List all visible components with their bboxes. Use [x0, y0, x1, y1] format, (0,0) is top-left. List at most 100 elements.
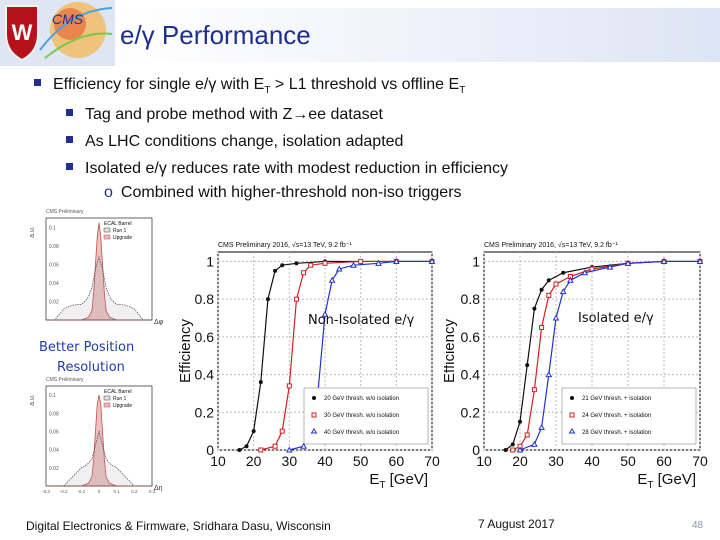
legend-marker: [568, 428, 576, 434]
legend-box: [561, 387, 697, 445]
y-tick-label: 1: [206, 253, 214, 269]
y-tick-label: 0.06: [49, 262, 59, 268]
chart-dphi: CMS Preliminary 0.1 0.08 0.06 0.04 0.02 a.u. Δφ…: [29, 209, 164, 326]
legend-marker: [103, 227, 111, 233]
annotation-resolution: Resolution: [57, 360, 125, 375]
footer-text: Digital Electronics & Firmware, Sridhara…: [26, 519, 331, 533]
chart-header: CMS Preliminary 2016, √s=13 TeV, 9.2 fb⁻…: [484, 241, 618, 249]
series-line: [519, 260, 700, 451]
legend-entry: 28 GeV thresh. + isolation: [582, 430, 651, 436]
x-tick-label: 40: [584, 453, 600, 469]
bullet-subsub-1: o Combined with higher-threshold non-iso …: [104, 184, 462, 202]
bullet-main-sub2: T: [459, 85, 466, 97]
data-point: [392, 257, 400, 264]
data-point: [258, 380, 263, 385]
data-point: [300, 442, 307, 449]
data-point: [561, 270, 566, 275]
x-tick-label: 60: [656, 453, 672, 469]
footer-date: 7 August 2017: [478, 517, 555, 531]
legend-marker: [311, 412, 317, 418]
x-tick-label: 0.3: [149, 489, 156, 494]
legend-entry: 40 GeV thresh. w/o isolation: [324, 430, 399, 436]
plot-frame: [45, 217, 153, 321]
logo-text: CMS: [52, 11, 84, 27]
data-point: [237, 448, 242, 452]
annotation-position: Better Position: [39, 340, 135, 355]
data-point: [624, 259, 632, 266]
y-tick-label: 0.8: [461, 291, 481, 307]
chart-iso-efficiency: CMS Preliminary 2016, √s=13 TeV, 9.2 fb⁻…: [444, 241, 708, 491]
x-tick-label: 30: [548, 453, 564, 469]
data-point: [503, 448, 508, 452]
bullet-sub-3: Isolated e/γ reduces rate with modest re…: [66, 160, 508, 178]
bullet-square-icon: [34, 79, 41, 87]
series-run1: [46, 255, 152, 321]
y-tick-label: 0: [472, 442, 480, 458]
y-tick-label: 0.08: [49, 411, 59, 417]
legend-box: [303, 387, 429, 445]
y-tick-label: 0.1: [49, 393, 56, 399]
y-tick-label: 0.02: [49, 466, 59, 472]
x-tick-label: 60: [389, 453, 405, 469]
data-point: [538, 423, 545, 430]
y-tick-label: 0: [206, 442, 214, 458]
header-band: [115, 8, 720, 62]
x-axis-label: Δφ: [154, 319, 164, 326]
x-tick-label: 70: [692, 453, 708, 469]
bullet-square-icon: [66, 136, 73, 144]
bullet-main-text-b: > L1 threshold vs offline E: [270, 76, 460, 93]
y-tick-label: 0.08: [49, 244, 59, 250]
panel-label: ECAL Barrel: [104, 221, 132, 227]
legend-marker: [103, 402, 111, 408]
series-upgrade: [46, 222, 152, 321]
data-point: [272, 443, 278, 449]
x-tick-label: 70: [424, 453, 440, 469]
x-tick-label: 50: [353, 453, 369, 469]
data-point: [559, 288, 567, 295]
label-isolated: Isolated e/γ: [578, 311, 654, 326]
y-tick-label: 0.8: [195, 291, 215, 307]
legend-marker: [103, 395, 111, 401]
y-tick-label: 0.2: [195, 404, 215, 420]
x-tick-label: 0.2: [131, 489, 138, 494]
data-point: [280, 263, 285, 268]
y-tick-label: 1: [472, 253, 480, 269]
data-point: [279, 428, 285, 434]
data-point: [273, 268, 278, 273]
y-tick-label: 0.04: [49, 281, 59, 287]
y-axis-label: Efficiency: [444, 319, 458, 383]
data-point: [321, 310, 329, 317]
x-axis-label: ET [GeV]: [637, 471, 696, 491]
x-tick-label: -0.3: [42, 489, 50, 494]
data-point: [539, 287, 544, 292]
y-tick-label: 0.4: [461, 367, 481, 383]
chart-noniso-efficiency: CMS Preliminary 2016, √s=13 TeV, 9.2 fb⁻…: [178, 241, 440, 491]
bullet-sub-1-text: Tag and probe method with Z→ee dataset: [85, 106, 383, 123]
data-point: [546, 292, 552, 298]
y-axis-label: a.u.: [29, 226, 36, 238]
y-tick-label: 0.6: [195, 329, 215, 345]
data-point: [510, 447, 516, 453]
data-point: [531, 440, 538, 447]
legend-entry: Run 1: [113, 228, 127, 234]
bullet-square-icon: [66, 163, 73, 171]
data-point: [524, 432, 530, 438]
data-point: [293, 296, 299, 302]
legend-entry: Upgrade: [113, 235, 132, 241]
chart-deta: CMS Preliminary 0.1 0.08 0.06 0.04 0.02 a.u. -0…: [29, 377, 163, 494]
data-point: [322, 260, 328, 266]
y-tick-label: 0.1: [49, 225, 56, 231]
legend-marker: [312, 396, 316, 400]
x-tick-label: 10: [476, 453, 492, 469]
slide-title: e/γ Performance: [120, 20, 311, 50]
data-point: [265, 297, 270, 302]
plot-frame: [45, 385, 153, 487]
x-tick-label: 30: [282, 453, 298, 469]
x-tick-label: -0.1: [77, 489, 85, 494]
y-tick-label: 0.02: [49, 299, 59, 305]
data-point: [606, 263, 614, 270]
legend-marker: [103, 234, 111, 240]
bullet-main-sub: T: [264, 85, 271, 97]
chart-header: CMS Preliminary: [46, 209, 84, 215]
x-axis-label: ET [GeV]: [369, 471, 428, 491]
